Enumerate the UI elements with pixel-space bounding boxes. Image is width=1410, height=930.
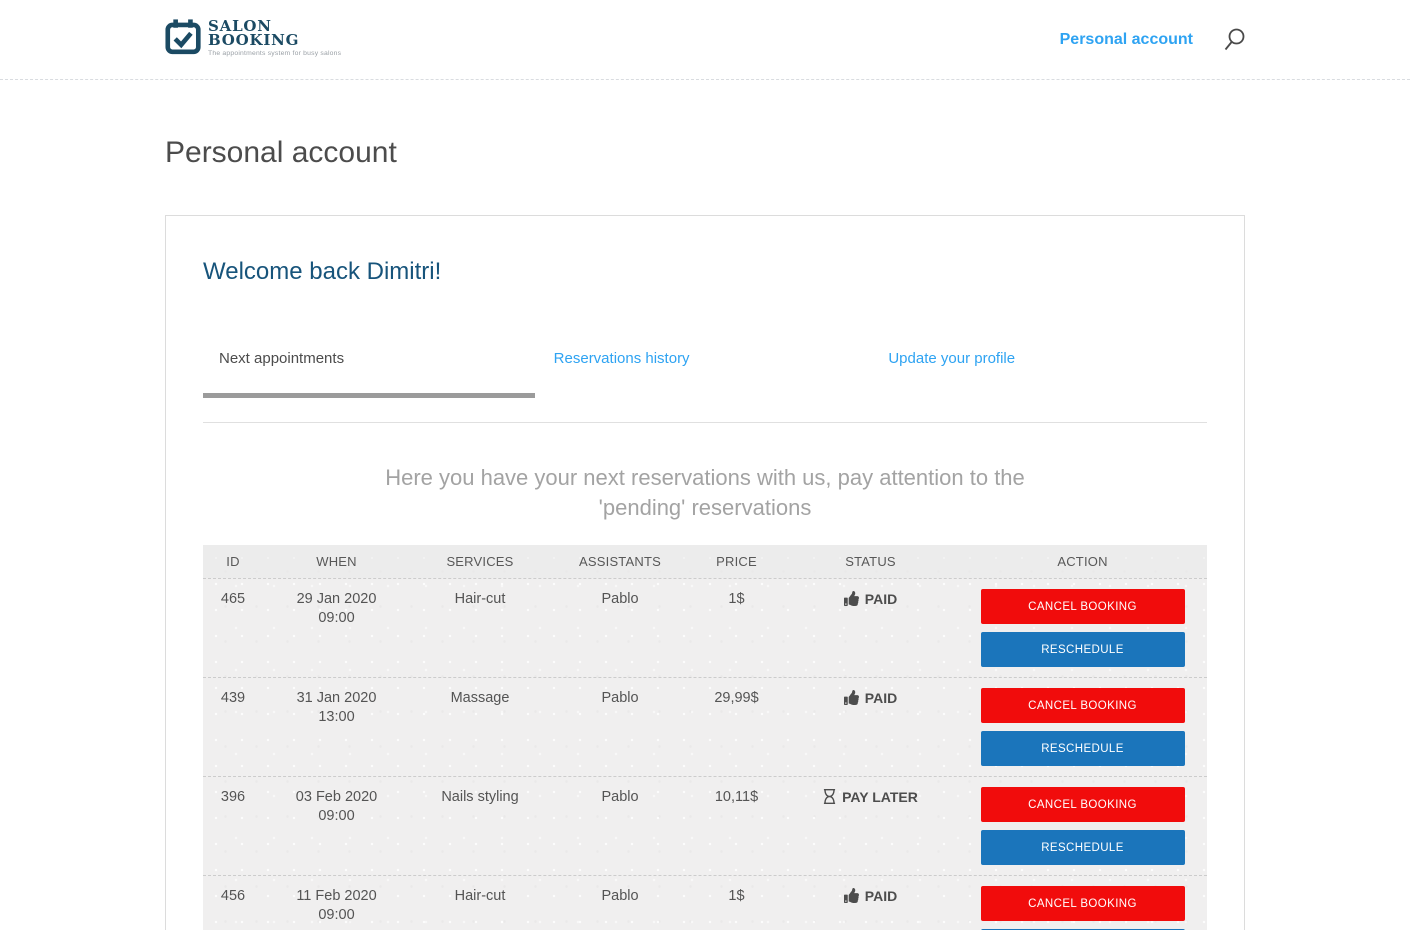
appointment-time: 09:00 — [318, 610, 355, 626]
cell-price: 10,11$ — [714, 789, 759, 805]
cell-price: 1$ — [728, 591, 745, 607]
cell-assistant: Pablo — [601, 690, 639, 706]
search-icon[interactable] — [1223, 28, 1245, 52]
table-row: 439 31 Jan 2020 13:00 Massage Pablo 29,9… — [203, 677, 1207, 776]
table-row: 465 29 Jan 2020 09:00 Hair-cut Pablo 1$ … — [203, 578, 1207, 677]
cell-status: PAID — [783, 876, 958, 930]
col-header-when: WHEN — [316, 554, 357, 569]
site-header: SALON BOOKING The appointments system fo… — [0, 0, 1410, 80]
calendar-check-icon — [165, 19, 202, 60]
cancel-booking-button[interactable]: CANCEL BOOKING — [980, 886, 1185, 921]
cell-assistant: Pablo — [601, 591, 639, 607]
reschedule-button[interactable]: RESCHEDULE — [980, 632, 1185, 667]
hourglass-icon — [823, 789, 836, 809]
thumbs-up-icon — [843, 690, 859, 710]
logo-tagline: The appointments system for busy salons — [208, 50, 342, 57]
cell-service: Massage — [450, 690, 510, 706]
cell-id: 396 — [220, 789, 246, 805]
appointment-time: 09:00 — [318, 907, 355, 923]
appointment-time: 13:00 — [318, 709, 355, 725]
appointments-table: ID WHEN SERVICES ASSISTANTS PRICE STATUS… — [203, 545, 1207, 930]
cell-service: Hair-cut — [454, 888, 506, 904]
cancel-booking-button[interactable]: CANCEL BOOKING — [980, 688, 1185, 723]
status-label: PAID — [864, 591, 898, 607]
thumbs-up-icon — [843, 591, 859, 611]
cell-service: Hair-cut — [454, 591, 506, 607]
status-label: PAID — [864, 888, 898, 904]
cell-assistant: Pablo — [601, 789, 639, 805]
tabs: Next appointments Reservations history U… — [203, 350, 1207, 398]
tab-next-appointments[interactable]: Next appointments — [203, 350, 538, 398]
appointment-time: 09:00 — [318, 808, 355, 824]
table-header-row: ID WHEN SERVICES ASSISTANTS PRICE STATUS… — [203, 545, 1207, 578]
cell-status: PAY LATER — [783, 777, 958, 875]
col-header-price: PRICE — [716, 554, 757, 569]
col-header-services: SERVICES — [446, 554, 514, 569]
cell-when: 29 Jan 2020 09:00 — [263, 579, 410, 677]
tab-reservations-history[interactable]: Reservations history — [553, 350, 690, 367]
status-label: PAID — [864, 690, 898, 706]
cell-action: CANCEL BOOKING RESCHEDULE — [958, 678, 1207, 776]
logo-text-line2: BOOKING — [208, 31, 300, 49]
cell-action: CANCEL BOOKING RESCHEDULE — [958, 777, 1207, 875]
cell-id: 456 — [220, 888, 246, 904]
cell-action: CANCEL BOOKING RESCHEDULE — [958, 876, 1207, 930]
logo-text-line1: SALON — [208, 17, 272, 35]
col-header-id: ID — [226, 554, 240, 569]
col-header-assistants: ASSISTANTS — [579, 554, 661, 569]
table-body: 465 29 Jan 2020 09:00 Hair-cut Pablo 1$ … — [203, 578, 1207, 930]
cell-status: PAID — [783, 579, 958, 677]
col-header-action: ACTION — [1057, 554, 1108, 569]
cell-action: CANCEL BOOKING RESCHEDULE — [958, 579, 1207, 677]
reschedule-button[interactable]: RESCHEDULE — [980, 731, 1185, 766]
cell-assistant: Pablo — [601, 888, 639, 904]
tabs-divider — [203, 422, 1207, 423]
cell-service: Nails styling — [441, 789, 519, 805]
appointment-date: 31 Jan 2020 — [296, 690, 377, 706]
cell-when: 11 Feb 2020 09:00 — [263, 876, 410, 930]
header-nav: Personal account — [1060, 28, 1245, 52]
thumbs-up-icon — [843, 888, 859, 908]
account-card: Welcome back Dimitri! Next appointments … — [165, 215, 1245, 930]
appointment-date: 11 Feb 2020 — [296, 888, 377, 904]
appointment-date: 29 Jan 2020 — [296, 591, 377, 607]
cell-price: 1$ — [728, 888, 745, 904]
tab-update-profile[interactable]: Update your profile — [888, 350, 1016, 367]
table-row: 456 11 Feb 2020 09:00 Hair-cut Pablo 1$ … — [203, 875, 1207, 930]
reschedule-button[interactable]: RESCHEDULE — [980, 830, 1185, 865]
cell-when: 03 Feb 2020 09:00 — [263, 777, 410, 875]
cell-id: 439 — [220, 690, 246, 706]
nav-personal-account[interactable]: Personal account — [1059, 30, 1193, 48]
cell-status: PAID — [783, 678, 958, 776]
cancel-booking-button[interactable]: CANCEL BOOKING — [980, 787, 1185, 822]
table-row: 396 03 Feb 2020 09:00 Nails styling Pabl… — [203, 776, 1207, 875]
reservations-description: Here you have your next reservations wit… — [385, 465, 1025, 520]
main-content: Personal account Welcome back Dimitri! N… — [165, 136, 1245, 930]
cell-price: 29,99$ — [714, 690, 759, 706]
col-header-status: STATUS — [845, 554, 896, 569]
status-label: PAY LATER — [842, 789, 918, 805]
cell-id: 465 — [220, 591, 246, 607]
page-title: Personal account — [165, 136, 397, 169]
cell-when: 31 Jan 2020 13:00 — [263, 678, 410, 776]
appointment-date: 03 Feb 2020 — [295, 789, 378, 805]
salon-booking-logo[interactable]: SALON BOOKING The appointments system fo… — [165, 19, 341, 60]
cancel-booking-button[interactable]: CANCEL BOOKING — [980, 589, 1185, 624]
welcome-heading: Welcome back Dimitri! — [203, 258, 442, 285]
